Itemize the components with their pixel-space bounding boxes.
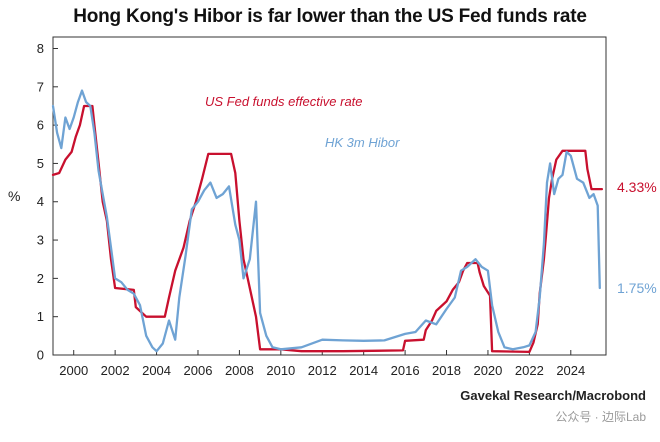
y-tick-label: 2 bbox=[37, 271, 44, 286]
plot-border bbox=[52, 36, 607, 356]
legend-fed-funds: US Fed funds effective rate bbox=[205, 94, 363, 109]
x-tick-label: 2024 bbox=[556, 363, 585, 378]
x-tick-label: 2014 bbox=[349, 363, 378, 378]
y-tick-label: 0 bbox=[37, 348, 44, 363]
x-tick-label: 2008 bbox=[225, 363, 254, 378]
x-tick-label: 2022 bbox=[515, 363, 544, 378]
end-label-hk-hibor: 1.75% bbox=[617, 280, 657, 296]
x-axis-ticks: 2000 2002 2004 2006 2008 2010 2012 2014 2016 2018… bbox=[59, 350, 585, 378]
x-tick-label: 2012 bbox=[308, 363, 337, 378]
y-tick-label: 8 bbox=[37, 41, 44, 56]
end-label-fed-funds: 4.33% bbox=[617, 179, 657, 195]
x-tick-label: 2010 bbox=[266, 363, 295, 378]
watermark: 公众号 · 边际Lab bbox=[555, 410, 646, 424]
source-credit: Gavekal Research/Macrobond bbox=[460, 388, 646, 403]
chart-title: Hong Kong's Hibor is far lower than the … bbox=[73, 6, 587, 27]
y-tick-label: 5 bbox=[37, 156, 44, 171]
x-tick-label: 2004 bbox=[142, 363, 171, 378]
series-lines bbox=[51, 89, 604, 354]
x-tick-label: 2006 bbox=[184, 363, 213, 378]
x-tick-label: 2020 bbox=[473, 363, 502, 378]
y-axis-ticks: 0 1 2 3 4 5 6 7 8 bbox=[37, 41, 58, 363]
x-tick-label: 2002 bbox=[101, 363, 130, 378]
x-tick-label: 2016 bbox=[391, 363, 420, 378]
y-tick-label: 1 bbox=[37, 309, 44, 324]
y-tick-label: 3 bbox=[37, 233, 44, 248]
y-axis-label: % bbox=[8, 188, 21, 204]
legend-hk-hibor: HK 3m Hibor bbox=[325, 135, 400, 150]
x-tick-label: 2000 bbox=[59, 363, 88, 378]
y-tick-label: 6 bbox=[37, 118, 44, 133]
x-tick-label: 2018 bbox=[432, 363, 461, 378]
series-line-hk-hibor bbox=[51, 89, 601, 353]
y-tick-label: 4 bbox=[37, 194, 44, 209]
y-tick-label: 7 bbox=[37, 79, 44, 94]
plot-frame bbox=[52, 36, 607, 356]
